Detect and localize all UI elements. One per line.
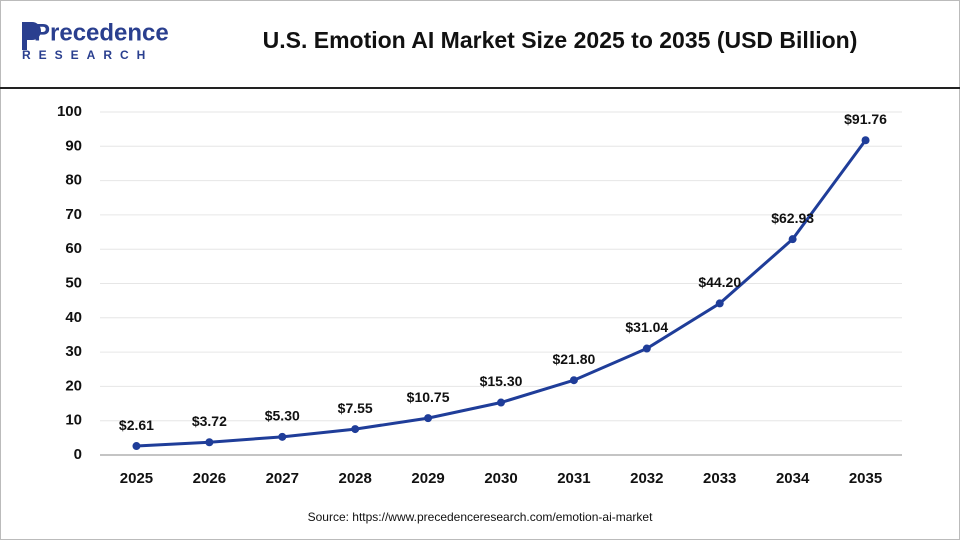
y-tick-label: 80 [65, 172, 82, 189]
x-tick-label: 2026 [193, 470, 226, 487]
point [861, 136, 870, 145]
x-tick-label: 2030 [484, 470, 517, 487]
logo: Precedence RESEARCH [22, 19, 169, 62]
x-tick-label: 2025 [120, 470, 153, 487]
y-tick-label: 100 [57, 103, 82, 120]
x-tick-label: 2031 [557, 470, 590, 487]
value-label: $5.30 [265, 408, 300, 424]
y-tick-label: 10 [65, 412, 82, 429]
logo-tagline: RESEARCH [22, 48, 153, 62]
point [205, 438, 214, 447]
logo-name: Precedence [34, 19, 169, 46]
point [715, 299, 724, 308]
y-tick-label: 90 [65, 137, 82, 154]
x-tick-label: 2028 [338, 470, 371, 487]
point [642, 344, 651, 353]
value-label: $21.80 [552, 351, 595, 367]
point [132, 442, 141, 451]
x-tick-label: 2032 [630, 470, 663, 487]
x-tick-label: 2034 [776, 470, 810, 487]
chart-title: U.S. Emotion AI Market Size 2025 to 2035… [263, 27, 858, 53]
point [424, 414, 433, 423]
x-tick-label: 2029 [411, 470, 444, 487]
y-tick-label: 20 [65, 377, 82, 394]
point [278, 432, 287, 441]
y-tick-label: 40 [65, 309, 82, 326]
value-label: $62.93 [771, 210, 814, 226]
y-tick-label: 60 [65, 240, 82, 257]
value-label: $7.55 [338, 400, 373, 416]
value-label: $91.76 [844, 111, 887, 127]
point [569, 376, 578, 385]
logo-icon [22, 22, 41, 50]
y-tick-label: 30 [65, 343, 82, 360]
x-tick-label: 2027 [266, 470, 299, 487]
source: Source: https://www.precedenceresearch.c… [308, 510, 653, 524]
y-tick-label: 70 [65, 206, 82, 223]
value-label: $44.20 [698, 274, 741, 290]
value-label: $3.72 [192, 413, 227, 429]
value-label: $15.30 [480, 373, 523, 389]
point [497, 398, 505, 407]
x-tick-label: 2033 [703, 470, 736, 487]
value-label: $10.75 [407, 389, 450, 405]
x-tick-label: 2035 [849, 470, 882, 487]
value-label: $31.04 [625, 319, 668, 335]
y-tick-label: 50 [65, 274, 82, 291]
point [351, 425, 360, 434]
point [788, 235, 797, 244]
y-tick-label: 0 [74, 446, 82, 463]
value-label: $2.61 [119, 417, 154, 433]
